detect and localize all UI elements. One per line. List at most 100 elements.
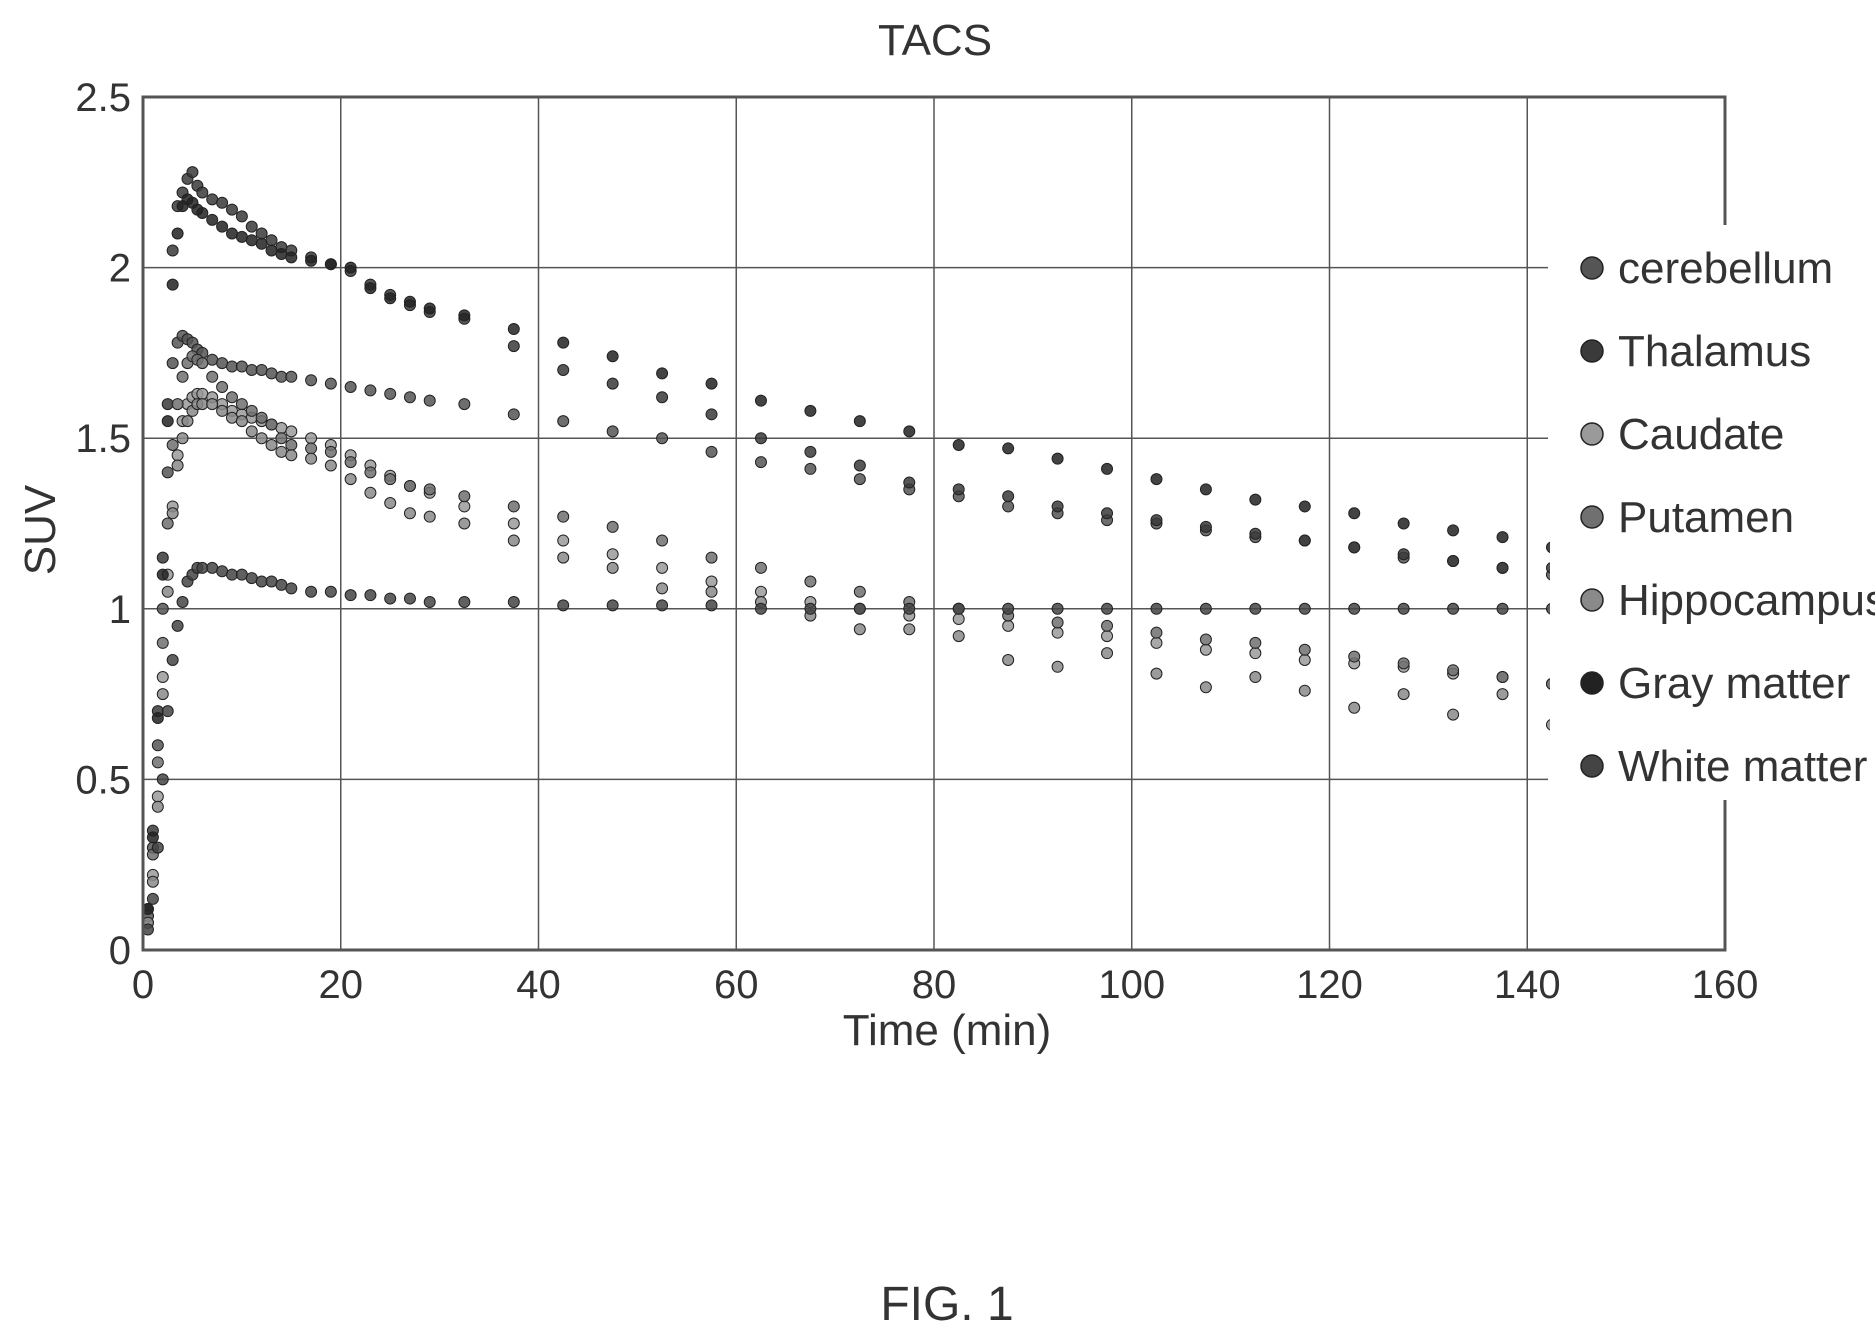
data-point xyxy=(275,421,288,434)
data-point xyxy=(507,340,520,353)
data-point xyxy=(754,394,767,407)
data-point xyxy=(285,582,298,595)
data-point xyxy=(1051,660,1064,673)
data-point xyxy=(1496,531,1509,544)
data-point xyxy=(458,595,471,608)
data-point xyxy=(705,599,718,612)
data-point xyxy=(161,585,174,598)
data-point xyxy=(656,367,669,380)
data-point xyxy=(235,210,248,223)
data-point xyxy=(1496,688,1509,701)
data-point xyxy=(275,445,288,458)
data-point xyxy=(225,411,238,424)
data-point xyxy=(181,415,194,428)
data-point xyxy=(705,575,718,588)
data-point xyxy=(1249,602,1262,615)
data-point xyxy=(1397,657,1410,670)
data-point xyxy=(151,800,164,813)
data-point xyxy=(186,166,199,179)
data-point xyxy=(245,404,258,417)
data-point xyxy=(206,370,219,383)
data-point xyxy=(606,561,619,574)
data-point xyxy=(1249,647,1262,660)
x-tick-label: 80 xyxy=(912,963,957,1007)
data-point xyxy=(606,425,619,438)
legend-label: White matter xyxy=(1618,742,1867,791)
chart-title: TACS xyxy=(878,16,992,65)
data-point xyxy=(754,432,767,445)
data-point xyxy=(1496,671,1509,684)
data-point xyxy=(344,456,357,469)
legend-marker xyxy=(1580,671,1604,695)
data-point xyxy=(1447,555,1460,568)
data-point xyxy=(754,561,767,574)
data-point xyxy=(245,425,258,438)
data-point xyxy=(216,565,229,578)
data-point xyxy=(423,595,436,608)
data-point xyxy=(1002,602,1015,615)
data-point xyxy=(1101,630,1114,643)
data-point xyxy=(265,234,278,247)
data-point xyxy=(403,391,416,404)
legend-marker xyxy=(1580,256,1604,280)
data-point xyxy=(156,671,169,684)
series-thalamus xyxy=(141,166,1558,916)
data-point xyxy=(903,602,916,615)
data-point xyxy=(705,445,718,458)
data-point xyxy=(705,377,718,390)
data-point xyxy=(235,360,248,373)
data-point xyxy=(206,398,219,411)
data-point xyxy=(225,360,238,373)
data-point xyxy=(364,384,377,397)
data-point xyxy=(245,572,258,585)
data-point xyxy=(1150,626,1163,639)
data-point xyxy=(275,247,288,260)
data-point xyxy=(344,381,357,394)
data-point xyxy=(265,244,278,257)
data-point xyxy=(1002,500,1015,513)
data-point xyxy=(1348,602,1361,615)
data-point xyxy=(1101,462,1114,475)
x-tick-label: 140 xyxy=(1494,963,1561,1007)
data-point xyxy=(235,230,248,243)
legend-label: Thalamus xyxy=(1618,327,1811,376)
data-point xyxy=(1447,708,1460,721)
data-point xyxy=(903,476,916,489)
data-point xyxy=(216,357,229,370)
data-point xyxy=(1051,452,1064,465)
data-point xyxy=(557,336,570,349)
data-point xyxy=(225,227,238,240)
data-point xyxy=(171,459,184,472)
series-hippocampus xyxy=(141,398,1558,929)
data-point xyxy=(1002,442,1015,455)
series-caudate xyxy=(141,387,1558,929)
data-point xyxy=(423,302,436,315)
data-point xyxy=(344,473,357,486)
data-point xyxy=(206,561,219,574)
data-point xyxy=(146,875,159,888)
data-point xyxy=(216,220,229,233)
legend-marker xyxy=(1580,588,1604,612)
data-point xyxy=(1199,643,1212,656)
data-point xyxy=(1199,633,1212,646)
data-point xyxy=(1447,524,1460,537)
data-point xyxy=(656,534,669,547)
data-point xyxy=(196,398,209,411)
data-point xyxy=(1348,541,1361,554)
data-point xyxy=(1348,701,1361,714)
data-point xyxy=(156,773,169,786)
data-point xyxy=(156,636,169,649)
data-point xyxy=(255,237,268,250)
data-point xyxy=(176,370,189,383)
data-point xyxy=(1496,561,1509,574)
data-point xyxy=(1101,602,1114,615)
data-point xyxy=(754,602,767,615)
data-point xyxy=(156,602,169,615)
data-point xyxy=(1249,671,1262,684)
data-point xyxy=(1051,616,1064,629)
data-point xyxy=(245,220,258,233)
data-point xyxy=(1002,490,1015,503)
data-point xyxy=(206,353,219,366)
data-point xyxy=(176,432,189,445)
